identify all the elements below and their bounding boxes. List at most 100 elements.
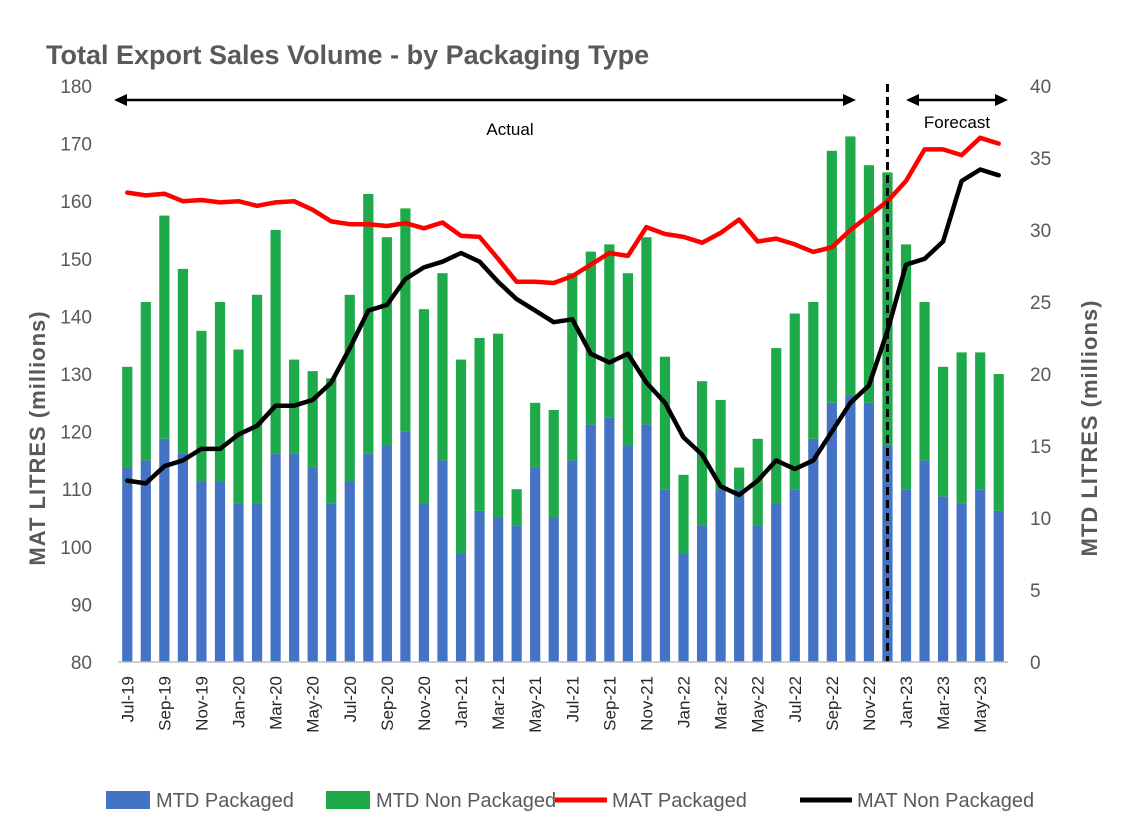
legend-label: MAT Non Packaged xyxy=(857,790,1034,812)
bar-mtd-packaged xyxy=(585,424,596,662)
x-tick-label: Sep-22 xyxy=(823,676,842,731)
y-left-tick-label: 180 xyxy=(60,77,92,98)
forecast-arrow-right-head xyxy=(995,94,1008,106)
x-tick-label: Mar-23 xyxy=(934,676,953,730)
bar-mtd-non-packaged xyxy=(270,230,281,454)
bar-mtd-packaged xyxy=(437,460,448,662)
x-axis: Jul-19 Sep-19 Nov-19 Jan-20 Mar-20 May-20 Jul-… xyxy=(118,676,990,733)
legend-label: MTD Non Packaged xyxy=(376,790,556,812)
y-left-axis: 80 90 100 110 120 130 140 150 160 170 180 xyxy=(60,77,92,674)
bar-mtd-non-packaged xyxy=(975,352,986,490)
y-right-axis: 0 5 10 15 20 25 30 35 40 xyxy=(1030,77,1051,674)
bar-mtd-packaged xyxy=(863,402,875,662)
bar-mtd-non-packaged xyxy=(233,349,244,504)
x-tick-label: Jul-21 xyxy=(563,676,582,722)
bar-mtd-non-packaged xyxy=(993,374,1004,511)
bar-mtd-non-packaged xyxy=(418,309,430,504)
bar-mtd-packaged xyxy=(993,510,1004,662)
chart-title: Total Export Sales Volume - by Packaging… xyxy=(46,40,649,70)
bar-mtd-non-packaged xyxy=(493,333,504,518)
bar-mtd-packaged xyxy=(400,431,411,662)
bar-mtd-packaged xyxy=(455,554,467,662)
bar-mtd-non-packaged xyxy=(900,244,912,490)
bar-mtd-packaged xyxy=(956,503,967,662)
bar-mtd-non-packaged xyxy=(567,273,578,461)
bar-mtd-non-packaged xyxy=(659,356,671,490)
bar-mtd-non-packaged xyxy=(845,136,856,396)
bar-mtd-packaged xyxy=(938,496,949,662)
bar-mtd-non-packaged xyxy=(863,165,875,403)
y-right-tick-label: 30 xyxy=(1030,221,1051,242)
bars-layer xyxy=(122,136,1004,662)
bar-mtd-packaged xyxy=(548,518,559,662)
bar-mtd-packaged xyxy=(752,525,763,662)
legend-swatch-mtd-non-packaged xyxy=(326,791,370,809)
x-tick-label: Jan-22 xyxy=(675,676,694,728)
x-tick-label: Jan-21 xyxy=(452,676,471,728)
bar-mtd-non-packaged xyxy=(177,268,188,454)
bar-mtd-packaged xyxy=(696,525,708,662)
y-left-tick-label: 150 xyxy=(60,250,92,271)
x-tick-label: May-21 xyxy=(526,676,545,733)
bar-mtd-packaged xyxy=(567,460,578,662)
bar-mtd-packaged xyxy=(177,453,188,662)
x-tick-label: Jul-22 xyxy=(786,676,805,722)
x-tick-label: Nov-19 xyxy=(192,676,211,731)
bar-mtd-non-packaged xyxy=(678,474,689,554)
x-tick-label: Jan-23 xyxy=(897,676,916,728)
y-right-tick-label: 20 xyxy=(1030,365,1051,386)
bar-mtd-non-packaged xyxy=(771,348,782,504)
bar-mtd-packaged xyxy=(159,438,170,662)
bar-mtd-packaged xyxy=(381,446,392,662)
bar-mtd-packaged xyxy=(826,402,837,662)
x-tick-label: May-23 xyxy=(971,676,990,733)
bar-mtd-non-packaged xyxy=(956,352,967,504)
y-left-tick-label: 120 xyxy=(60,423,92,444)
y-right-tick-label: 5 xyxy=(1030,581,1041,602)
bar-mtd-packaged xyxy=(622,446,633,662)
bar-mtd-non-packaged xyxy=(938,366,949,497)
bar-mtd-packaged xyxy=(289,453,300,662)
bar-mtd-packaged xyxy=(900,489,912,662)
bar-mtd-non-packaged xyxy=(604,244,615,418)
bar-mtd-packaged xyxy=(511,525,522,662)
x-tick-label: Jan-20 xyxy=(230,676,249,728)
bar-mtd-non-packaged xyxy=(159,215,170,439)
y-left-tick-label: 130 xyxy=(60,365,92,386)
bar-mtd-packaged xyxy=(975,489,986,662)
bar-mtd-non-packaged xyxy=(326,378,337,504)
bar-mtd-non-packaged xyxy=(919,302,930,461)
x-tick-label: Mar-21 xyxy=(489,676,508,730)
bar-mtd-non-packaged xyxy=(715,399,726,490)
bar-mtd-non-packaged xyxy=(251,294,263,504)
bar-mtd-packaged xyxy=(270,453,281,662)
bar-mtd-packaged xyxy=(214,482,226,662)
bar-mtd-non-packaged xyxy=(455,359,467,554)
bar-mtd-non-packaged xyxy=(622,273,633,446)
bar-mtd-packaged xyxy=(919,460,930,662)
x-tick-label: Jul-19 xyxy=(118,676,137,722)
bar-mtd-non-packaged xyxy=(511,489,522,526)
bar-mtd-packaged xyxy=(307,467,318,662)
y-right-tick-label: 35 xyxy=(1030,149,1051,170)
bar-mtd-packaged xyxy=(140,460,151,662)
forecast-label: Forecast xyxy=(924,113,990,132)
x-tick-label: Jul-20 xyxy=(341,676,360,722)
legend-label: MAT Packaged xyxy=(612,790,747,812)
line-mat-packaged xyxy=(125,135,1001,286)
bar-mtd-packaged xyxy=(678,554,689,662)
bar-mtd-non-packaged xyxy=(808,302,819,439)
bar-mtd-packaged xyxy=(789,489,800,662)
y-left-tick-label: 160 xyxy=(60,192,92,213)
bar-mtd-packaged xyxy=(641,424,652,662)
annotations: Actual Forecast xyxy=(114,94,1008,139)
bar-mtd-non-packaged xyxy=(140,302,151,461)
bar-mtd-non-packaged xyxy=(474,338,485,511)
bar-mtd-packaged xyxy=(493,518,504,662)
bar-mtd-non-packaged xyxy=(400,208,411,432)
actual-arrow-left-head xyxy=(114,94,127,106)
bar-mtd-packaged xyxy=(326,503,337,662)
y-left-tick-label: 90 xyxy=(71,595,92,616)
bar-mtd-non-packaged xyxy=(344,294,355,482)
